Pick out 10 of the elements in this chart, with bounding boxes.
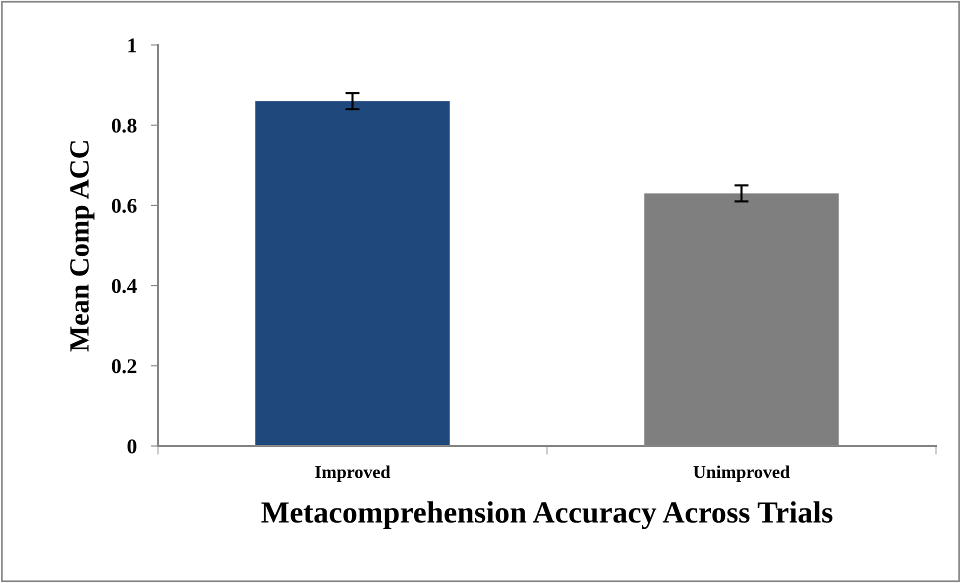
- x-tick-label: Unimproved: [693, 465, 790, 482]
- y-tick-label: 1: [128, 38, 136, 52]
- y-tick-label: 0.6: [112, 198, 137, 213]
- y-tick-label: 0.8: [112, 118, 136, 133]
- y-tick-label: 0.4: [112, 278, 137, 294]
- y-tick-label: 0: [128, 439, 136, 454]
- x-tick-label: Improved: [315, 465, 390, 482]
- y-axis-title: Mean Comp ACC: [70, 141, 94, 352]
- x-axis-title: Metacomprehension Accuracy Across Trials: [261, 501, 832, 530]
- y-tick-label: 0.2: [112, 359, 136, 374]
